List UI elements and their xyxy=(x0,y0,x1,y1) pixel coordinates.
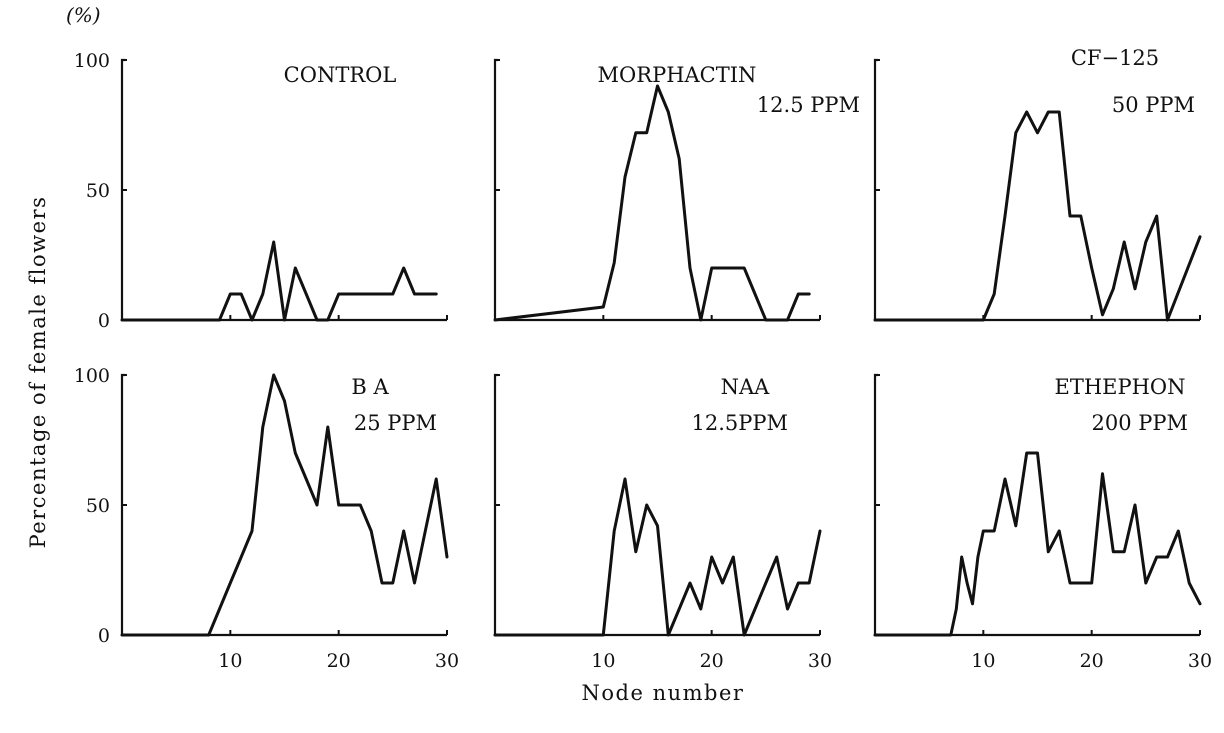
panel-4: 10 20 30 NAA 12.5PPM xyxy=(493,373,832,672)
panel-2-title: CF−125 xyxy=(1071,46,1159,70)
panel-5-x-tick-label-20: 20 xyxy=(1080,650,1104,672)
panel-4-x-tick-label-20: 20 xyxy=(700,650,724,672)
panel-5-x-tick-label-10: 10 xyxy=(971,650,995,672)
panel-1-title: MORPHACTIN xyxy=(598,63,757,87)
panel-0: 0 50 100 CONTROL xyxy=(74,50,448,332)
y-axis-title: Percentage of female flowers xyxy=(26,196,50,549)
panel-2-series-line xyxy=(873,110,1202,322)
panel-3: 0 50 100 10 20 30 B A 25 PPM xyxy=(74,365,459,672)
panel-3-subtitle: 25 PPM xyxy=(354,411,437,435)
panel-2-subtitle: 50 PPM xyxy=(1112,93,1195,117)
panel-4-subtitle: 12.5PPM xyxy=(691,411,788,435)
panel-3-y-tick-label-100: 100 xyxy=(74,365,110,387)
panel-3-title: B A xyxy=(351,375,389,399)
panel-3-x-tick-label-20: 20 xyxy=(327,650,351,672)
panel-0-title: CONTROL xyxy=(284,63,397,87)
panel-3-x-tick-label-10: 10 xyxy=(218,650,242,672)
panel-3-series-line xyxy=(120,373,449,637)
panel-0-series-line xyxy=(120,240,438,322)
panel-3-y-tick-label-0: 0 xyxy=(98,625,110,647)
panel-3-x-tick-label-30: 30 xyxy=(435,650,459,672)
panel-4-x-tick-label-10: 10 xyxy=(591,650,615,672)
x-axis-title: Node number xyxy=(582,681,745,705)
panel-5-series-line xyxy=(873,451,1202,637)
panel-0-y-tick-label-0: 0 xyxy=(98,310,110,332)
panel-5-subtitle: 200 PPM xyxy=(1091,411,1188,435)
panel-1-series-line xyxy=(493,84,811,322)
panel-0-y-tick-label-100: 100 xyxy=(74,50,110,72)
panel-4-x-tick-label-30: 30 xyxy=(808,650,832,672)
panel-0-y-tick-label-50: 50 xyxy=(86,180,110,202)
panel-4-title: NAA xyxy=(721,375,771,399)
panel-4-series-line xyxy=(493,477,822,637)
panel-2: CF−125 50 PPM xyxy=(873,46,1202,322)
panel-3-y-tick-label-50: 50 xyxy=(86,495,110,517)
panel-5: 10 20 30 ETHEPHON 200 PPM xyxy=(873,373,1212,672)
panel-5-title: ETHEPHON xyxy=(1054,375,1185,399)
panel-5-x-tick-label-30: 30 xyxy=(1188,650,1212,672)
y-unit-label: (%) xyxy=(66,3,101,27)
panel-1-subtitle: 12.5 PPM xyxy=(757,93,860,117)
